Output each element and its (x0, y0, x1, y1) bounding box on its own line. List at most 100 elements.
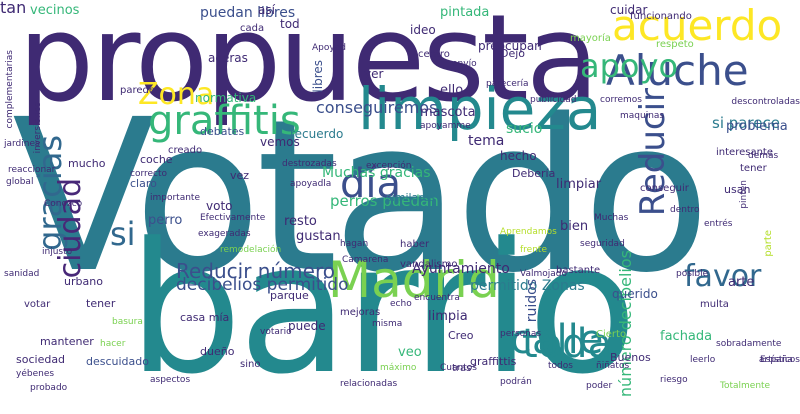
cloud-word: creado (168, 145, 203, 156)
cloud-word: vecinos (30, 3, 80, 18)
cloud-word: cuidar (610, 3, 648, 17)
cloud-word: pinten (739, 180, 749, 209)
cloud-word: mejoras (340, 307, 381, 318)
cloud-word: Cierto (596, 329, 627, 340)
cloud-word: entrés (704, 219, 733, 229)
cloud-word: sucio (506, 121, 543, 137)
cloud-word: España (760, 355, 793, 365)
cloud-word: corremos (600, 95, 642, 105)
cloud-word: yébenes (16, 369, 55, 379)
cloud-word: apoyamme (420, 121, 471, 131)
cloud-word: Valmojado (520, 269, 567, 279)
cloud-word: ruidos (524, 279, 540, 323)
cloud-word: problema (726, 119, 788, 134)
cloud-word: fachada (660, 329, 713, 344)
cloud-word: posible (676, 269, 709, 279)
cloud-word: casa mía (180, 311, 230, 324)
cloud-word: hagan (340, 239, 369, 249)
cloud-word: tras (452, 363, 472, 374)
cloud-word: número decibelios (616, 250, 635, 398)
cloud-word: tema (468, 133, 505, 149)
cloud-word: ciudad (53, 178, 88, 279)
cloud-word: debates (200, 125, 245, 138)
cloud-word: bien (560, 219, 589, 234)
cloud-word: bastante (556, 265, 601, 276)
cloud-word: podrán (500, 377, 532, 387)
cloud-word: mayoría (570, 33, 611, 44)
cloud-word: Ayuntamiento (412, 261, 510, 277)
cloud-word: sanidad (4, 269, 40, 279)
cloud-word: tan (0, 0, 27, 17)
cloud-word: así (258, 3, 275, 17)
cloud-word: vemos (260, 135, 300, 149)
cloud-word: acuerdo (612, 1, 783, 50)
cloud-word: Madrid (328, 251, 500, 309)
cloud-word: basura (112, 317, 143, 327)
cloud-word: tener (740, 163, 767, 174)
cloud-word: injusto (42, 247, 73, 257)
cloud-word: complementarias (5, 50, 15, 129)
cloud-word: ello (440, 83, 464, 98)
cloud-word: Totalmente (720, 381, 771, 391)
cloud-word: mucho (68, 157, 106, 170)
cloud-word: demás (748, 151, 779, 161)
cloud-word: interesante (716, 147, 773, 158)
cloud-word: parque (270, 289, 309, 302)
cloud-word: Camarena (342, 255, 389, 265)
cloud-word: urbano (64, 275, 103, 288)
cloud-word: Reducir número (176, 259, 335, 283)
cloud-word: puede (288, 319, 326, 333)
cloud-word: relacionadas (340, 379, 398, 389)
cloud-word: recuerdo (290, 127, 344, 141)
cloud-word: mascota (420, 105, 476, 120)
cloud-word: destrozadas (282, 159, 337, 169)
cloud-word: votar (24, 299, 51, 310)
cloud-word: perro (148, 213, 183, 228)
cloud-word: parecería (486, 79, 529, 89)
word-cloud: Votado barrio propuesta limpieza acuerdo Aluc… (0, 0, 800, 400)
cloud-word: reaccionar (8, 165, 56, 175)
cloud-word: Aluche (606, 46, 749, 95)
cloud-word: puedan libres (200, 5, 296, 21)
cloud-word: limpia (428, 309, 468, 324)
cloud-word: riesgo (660, 375, 688, 385)
cloud-word: excepción (366, 161, 412, 171)
cloud-word: descuidado (86, 355, 149, 368)
cloud-word: seguridad (580, 239, 625, 249)
cloud-word: sino (240, 359, 261, 370)
cloud-word: hacer (100, 339, 126, 349)
cloud-word: dentro (670, 205, 700, 215)
cloud-word: conseguir (640, 183, 689, 194)
cloud-word: Conozco (44, 199, 83, 209)
cloud-word: querido (612, 287, 658, 301)
cloud-word: todos (548, 361, 573, 371)
cloud-word: voto (206, 199, 233, 213)
cloud-word: Apoyad (312, 43, 346, 53)
cloud-word: parte (763, 230, 774, 257)
cloud-word: personas (500, 329, 542, 339)
cloud-word: claro (130, 177, 157, 190)
cloud-word: limpiar (556, 177, 602, 192)
cloud-word: hecho (500, 149, 537, 163)
cloud-word: barrio (128, 205, 638, 414)
cloud-word: día (340, 161, 402, 207)
cloud-word: haber (400, 239, 430, 250)
cloud-word: permitido Zonas (470, 278, 585, 294)
cloud-word: envío (452, 59, 477, 69)
cloud-word: dueño (200, 345, 235, 358)
cloud-word: ñiñatos (596, 361, 630, 371)
cloud-word: Muchas (594, 213, 629, 223)
cloud-word: Dejo (500, 47, 526, 60)
cloud-word: si (110, 215, 136, 253)
cloud-word: toda (522, 321, 613, 367)
cloud-word: global (6, 177, 34, 187)
cloud-word: normativa (195, 91, 257, 105)
cloud-word: conseguiremos (316, 98, 438, 117)
cloud-word: descontroladas (731, 97, 800, 107)
cloud-word: Cuantos (440, 363, 477, 373)
cloud-word: exageradas (198, 229, 251, 239)
cloud-word: coche (140, 153, 173, 166)
cloud-word: Creo (448, 329, 474, 342)
cloud-word: usan (724, 183, 751, 196)
cloud-word: correcto (130, 169, 168, 179)
